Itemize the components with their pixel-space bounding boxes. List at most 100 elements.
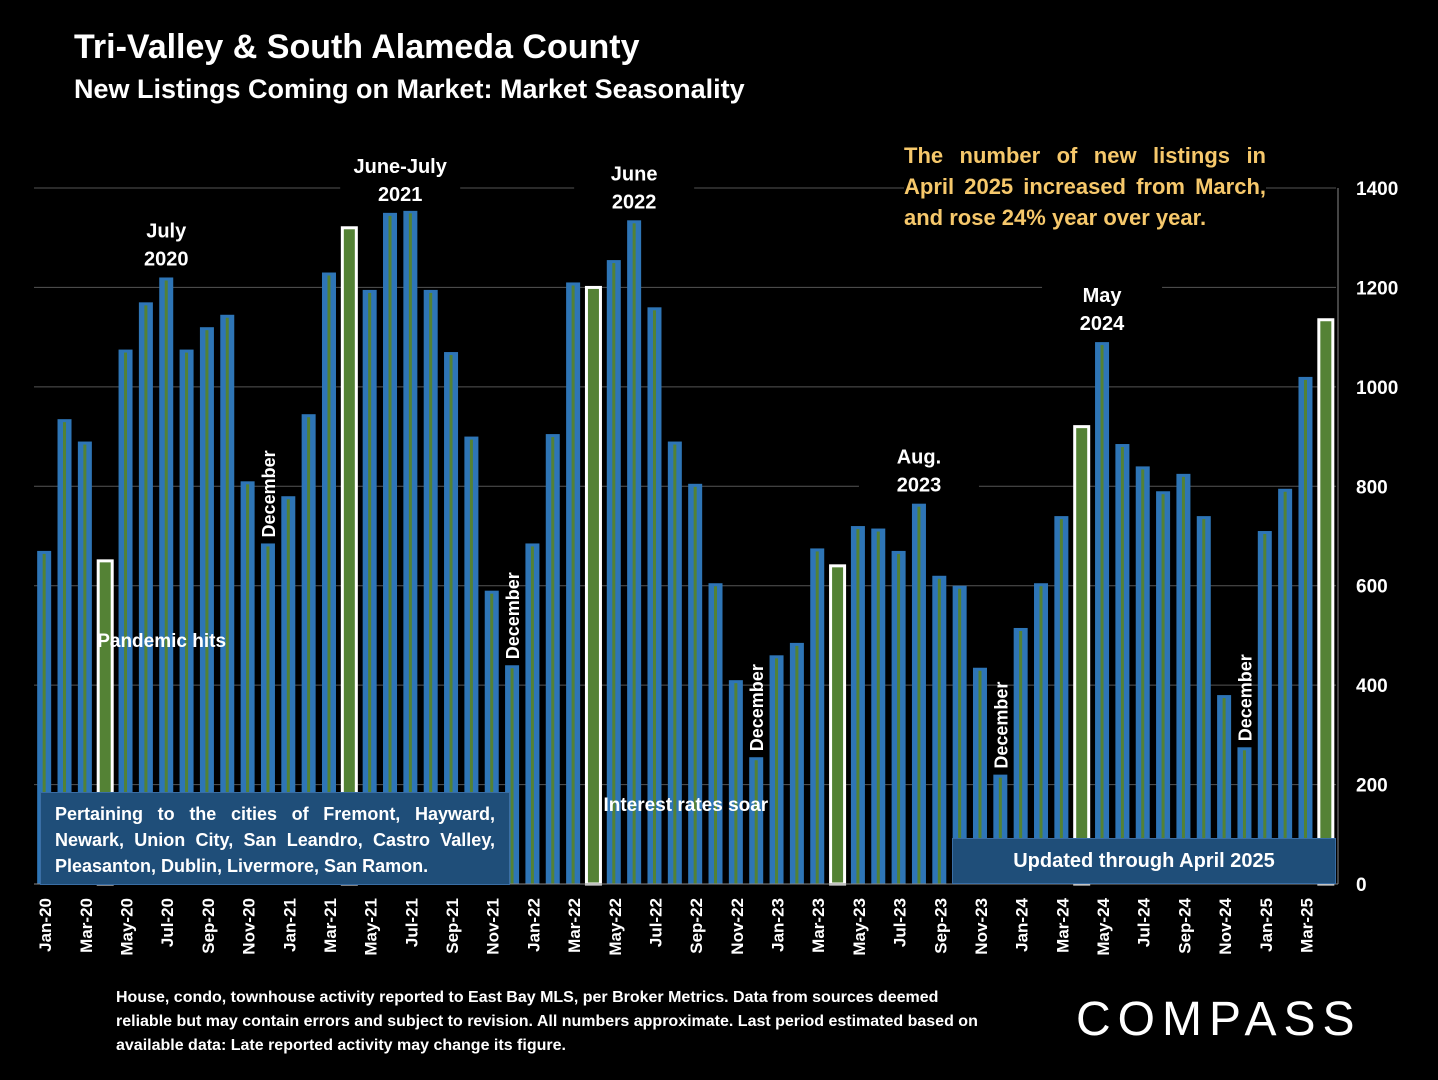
pandemic-annotation: Pandemic hits	[97, 631, 226, 652]
bar-inner-stripe	[368, 292, 372, 884]
december-label: December	[259, 450, 279, 537]
x-tick-label: Jan-25	[1257, 898, 1276, 952]
x-tick-label: Nov-24	[1216, 897, 1235, 954]
bar-inner-stripe	[1059, 519, 1063, 884]
bar-inner-stripe	[876, 531, 880, 884]
x-tick-label: Sep-24	[1175, 897, 1194, 953]
bar-inner-stripe	[612, 263, 616, 885]
x-tick-label: Sep-20	[199, 898, 218, 954]
bar-inner-stripe	[124, 352, 128, 885]
bar-highlight	[829, 564, 847, 886]
bar-inner-stripe	[42, 553, 46, 884]
bar-inner-stripe	[1202, 519, 1206, 884]
y-tick-label: 200	[1356, 776, 1388, 797]
bar-inner-stripe	[1120, 447, 1124, 884]
bar-inner-stripe	[266, 546, 270, 884]
bar-inner-stripe	[408, 213, 412, 884]
x-tick-label: Jul-22	[646, 898, 665, 947]
december-label: December	[1235, 654, 1255, 741]
peak-label: Aug.	[897, 447, 941, 469]
bar-inner-stripe	[897, 553, 901, 884]
x-tick-label: Jan-20	[36, 898, 55, 952]
bar-inner-stripe	[469, 439, 473, 884]
bar-inner-stripe	[490, 593, 494, 884]
bar-inner-stripe	[1283, 491, 1287, 884]
x-tick-label: Nov-20	[240, 898, 259, 955]
x-tick-label: Jan-21	[280, 898, 299, 952]
x-tick-label: Jul-23	[891, 898, 910, 947]
x-tick-label: Mar-20	[77, 898, 96, 953]
december-label: December	[747, 664, 767, 751]
x-tick-label: Mar-21	[321, 898, 340, 953]
bar-inner-stripe	[388, 215, 392, 884]
bar-highlight	[340, 226, 358, 886]
peak-label: July	[146, 220, 187, 242]
bar-inner-stripe	[510, 668, 514, 884]
bar-inner-stripe	[693, 486, 697, 884]
bar-inner-stripe	[571, 285, 575, 884]
bar-inner-stripe	[1222, 698, 1226, 884]
december-label: December	[503, 572, 523, 659]
bar-highlight	[1073, 425, 1091, 886]
callout-note: The number of new listings in April 2025…	[904, 140, 1266, 233]
bar-inner-stripe	[144, 305, 148, 884]
bar-inner-stripe	[714, 586, 718, 884]
bar-inner-stripe	[754, 760, 758, 884]
x-tick-label: Nov-23	[972, 898, 991, 955]
bar-inner-stripe	[63, 422, 67, 884]
footnote: House, condo, townhouse activity reporte…	[116, 989, 978, 1054]
x-tick-label: Jan-22	[524, 898, 543, 952]
y-tick-label: 1000	[1356, 378, 1398, 399]
x-tick-label: May-21	[362, 898, 381, 956]
bar-inner-stripe	[185, 352, 189, 885]
compass-logo: COMPASS	[1076, 993, 1362, 1046]
bar-inner-stripe	[429, 292, 433, 884]
x-tick-label: May-23	[850, 898, 869, 956]
peak-label-bg	[574, 156, 695, 219]
x-tick-label: Mar-23	[809, 898, 828, 953]
cities-info-box: Pertaining to the cities of Fremont, Hay…	[40, 792, 510, 885]
bar-inner-stripe	[83, 444, 87, 884]
x-tick-label: Jul-21	[402, 898, 421, 947]
bar-inner-stripe	[775, 658, 779, 884]
bar-inner-stripe	[856, 529, 860, 884]
chart-title: Tri-Valley & South Alameda County	[74, 28, 640, 66]
peak-label: May	[1083, 285, 1123, 307]
bar-inner-stripe	[734, 683, 738, 884]
x-tick-label: Nov-21	[484, 898, 503, 955]
peak-label: 2021	[378, 184, 423, 206]
y-tick-label: 1200	[1356, 278, 1398, 299]
x-tick-label: Sep-23	[931, 898, 950, 954]
bar-inner-stripe	[795, 645, 799, 884]
x-tick-label: May-20	[118, 898, 137, 956]
bar-inner-stripe	[205, 330, 209, 884]
x-tick-label: Sep-22	[687, 898, 706, 954]
x-tick-label: Sep-21	[443, 898, 462, 954]
bar-inner-stripe	[164, 280, 168, 884]
bar-highlight	[584, 285, 602, 886]
bar-inner-stripe	[978, 670, 982, 884]
peak-label: June-July	[354, 156, 448, 178]
peak-label: June	[611, 163, 658, 185]
x-tick-label: Jul-20	[158, 898, 177, 947]
chart-subtitle: New Listings Coming on Market: Market Se…	[74, 74, 745, 104]
bar-inner-stripe	[1019, 630, 1023, 884]
y-tick-label: 800	[1356, 477, 1388, 498]
bar-inner-stripe	[1181, 476, 1185, 884]
x-tick-label: Jan-23	[769, 898, 788, 952]
x-tick-label: May-22	[606, 898, 625, 956]
x-tick-label: Mar-22	[565, 898, 584, 953]
bar-inner-stripe	[1039, 586, 1043, 884]
peak-label-bg	[106, 213, 227, 276]
x-tick-label: Mar-25	[1297, 898, 1316, 953]
bar-inner-stripe	[449, 355, 453, 884]
bar-inner-stripe	[327, 275, 331, 884]
y-tick-label: 400	[1356, 676, 1388, 697]
bar-inner-stripe	[286, 499, 290, 884]
peak-label: 2022	[612, 191, 657, 213]
y-tick-label: 0	[1356, 875, 1367, 896]
bar-inner-stripe	[917, 506, 921, 884]
bar-inner-stripe	[937, 578, 941, 884]
rates-annotation: Interest rates soar	[603, 795, 768, 816]
